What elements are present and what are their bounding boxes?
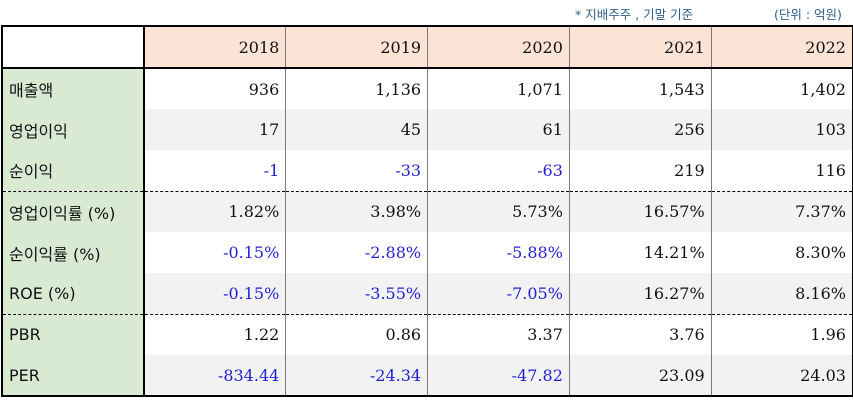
value-cell: -63 <box>427 150 570 191</box>
table-row: 순이익률 (%) -0.15% -2.88% -5.88% 14.21% 8.3… <box>1 232 853 273</box>
basis-note: * 지배주주 , 기말 기준 <box>575 7 694 22</box>
value-cell: 16.27% <box>569 273 712 314</box>
value-cell: 3.76 <box>569 313 712 355</box>
value-cell: 16.57% <box>569 190 712 232</box>
value-cell: -24.34 <box>285 355 429 397</box>
value-cell: 0.86 <box>285 313 429 355</box>
value-cell: 1,543 <box>569 68 712 109</box>
value-cell: 1.22 <box>144 313 287 355</box>
value-cell: 116 <box>711 150 853 191</box>
value-cell: 1,136 <box>285 68 429 109</box>
value-cell: 8.16% <box>711 273 853 314</box>
value-cell: -47.82 <box>427 355 570 397</box>
value-cell: 17 <box>144 109 287 150</box>
value-cell: 1.82% <box>144 190 287 232</box>
value-cell: -7.05% <box>427 273 570 314</box>
value-cell: 219 <box>569 150 712 191</box>
value-cell: -2.88% <box>285 232 429 273</box>
unit-note: (단위 : 억원) <box>774 7 842 22</box>
value-cell: 24.03 <box>711 355 853 397</box>
value-cell: 3.98% <box>285 190 429 232</box>
table-row: 영업이익 17 45 61 256 103 <box>1 109 853 150</box>
row-label: PBR <box>1 313 145 355</box>
value-cell: -834.44 <box>144 355 287 397</box>
row-label: 매출액 <box>1 68 145 109</box>
row-label: ROE (%) <box>1 273 145 314</box>
value-cell: 1.96 <box>711 313 853 355</box>
table-header: 2018 2019 2020 2021 2022 <box>1 25 853 69</box>
year-header: 2019 <box>285 25 429 69</box>
value-cell: 61 <box>427 109 570 150</box>
table-body: 매출액 936 1,136 1,071 1,543 1,402 영업이익 17 … <box>1 68 853 397</box>
value-cell: 3.37 <box>427 313 570 355</box>
value-cell: -0.15% <box>144 273 287 314</box>
value-cell: 103 <box>711 109 853 150</box>
value-cell: 1,071 <box>427 68 570 109</box>
row-label: 영업이익률 (%) <box>1 190 145 232</box>
value-cell: -33 <box>285 150 429 191</box>
table-row: PER -834.44 -24.34 -47.82 23.09 24.03 <box>1 355 853 397</box>
year-header: 2018 <box>144 25 287 69</box>
year-header: 2020 <box>427 25 570 69</box>
value-cell: 45 <box>285 109 429 150</box>
value-cell: -3.55% <box>285 273 429 314</box>
value-cell: 7.37% <box>711 190 853 232</box>
table-row: 영업이익률 (%) 1.82% 3.98% 5.73% 16.57% 7.37% <box>1 190 853 232</box>
row-label: PER <box>1 355 145 397</box>
table-notes: * 지배주주 , 기말 기준 (단위 : 억원) <box>0 4 853 24</box>
value-cell: -1 <box>144 150 287 191</box>
row-label: 영업이익 <box>1 109 145 150</box>
value-cell: 5.73% <box>427 190 570 232</box>
value-cell: -5.88% <box>427 232 570 273</box>
value-cell: 14.21% <box>569 232 712 273</box>
row-label: 순이익률 (%) <box>1 232 145 273</box>
value-cell: 23.09 <box>569 355 712 397</box>
value-cell: 1,402 <box>711 68 853 109</box>
value-cell: 256 <box>569 109 712 150</box>
year-header: 2022 <box>711 25 853 69</box>
table-row: ROE (%) -0.15% -3.55% -7.05% 16.27% 8.16… <box>1 273 853 314</box>
table-row: 매출액 936 1,136 1,071 1,543 1,402 <box>1 68 853 109</box>
header-corner-cell <box>1 25 145 69</box>
financial-summary-table: 2018 2019 2020 2021 2022 매출액 936 1,136 1… <box>1 25 853 397</box>
table-row: 순이익 -1 -33 -63 219 116 <box>1 150 853 191</box>
value-cell: -0.15% <box>144 232 287 273</box>
table-row: PBR 1.22 0.86 3.37 3.76 1.96 <box>1 313 853 355</box>
header-row: 2018 2019 2020 2021 2022 <box>1 25 853 69</box>
value-cell: 8.30% <box>711 232 853 273</box>
row-label: 순이익 <box>1 150 145 191</box>
value-cell: 936 <box>144 68 287 109</box>
year-header: 2021 <box>569 25 712 69</box>
